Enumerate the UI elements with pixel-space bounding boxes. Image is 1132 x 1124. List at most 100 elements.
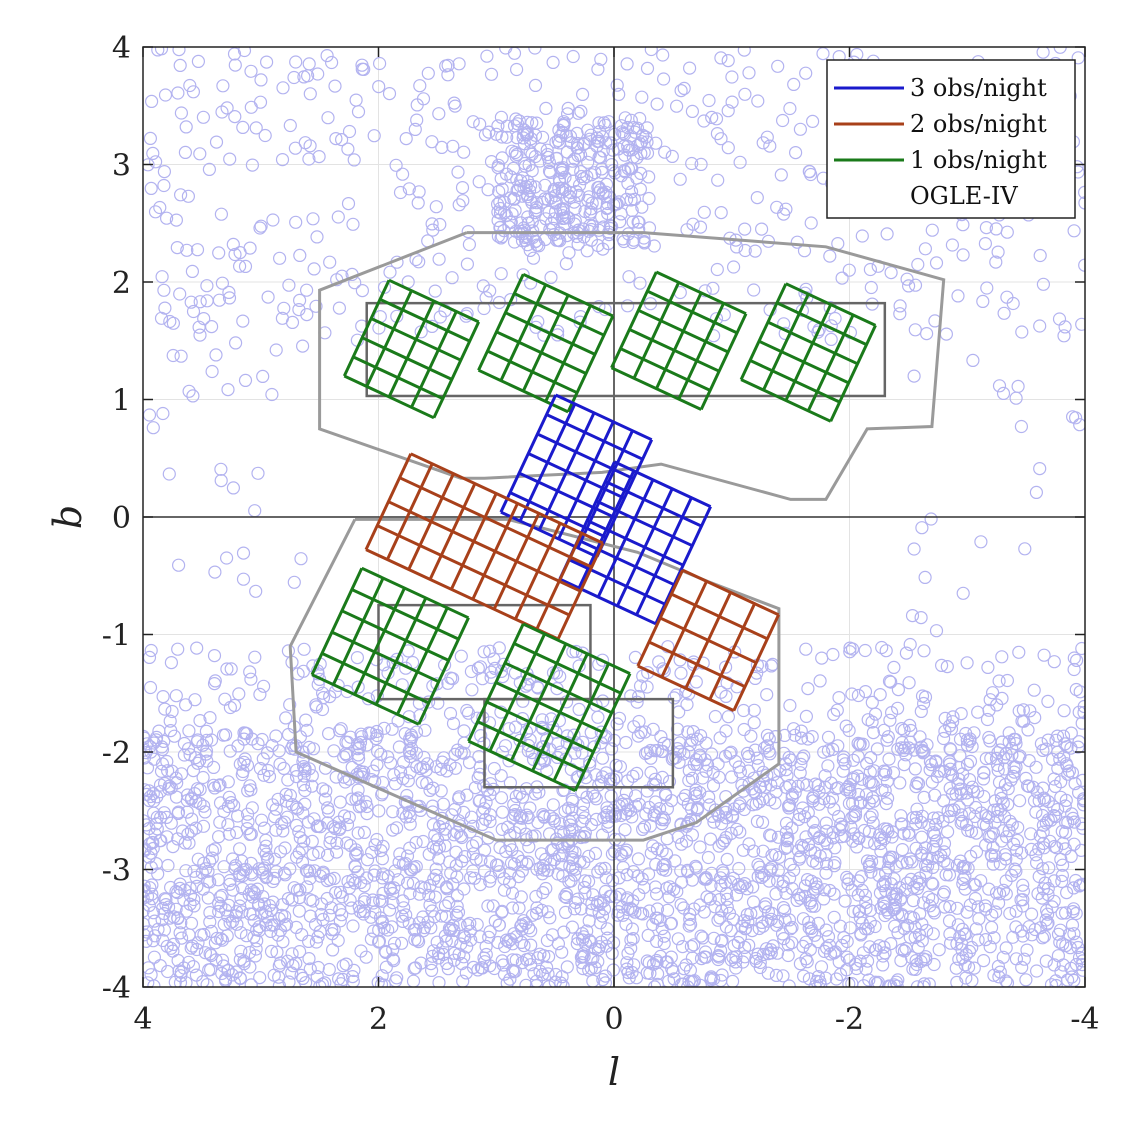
background-point <box>625 922 640 936</box>
background-point <box>265 738 279 753</box>
background-point <box>244 64 258 78</box>
background-point <box>175 931 189 945</box>
background-point <box>782 750 796 765</box>
background-point <box>943 762 957 776</box>
background-point <box>1045 900 1059 914</box>
background-point <box>908 762 922 776</box>
background-point <box>1075 946 1085 960</box>
background-point <box>203 854 217 869</box>
background-point <box>450 870 464 884</box>
background-point <box>441 68 455 82</box>
background-point <box>199 724 213 738</box>
background-point <box>187 892 201 907</box>
background-point <box>702 93 716 108</box>
background-point <box>648 744 662 758</box>
background-point <box>189 968 203 982</box>
background-point <box>217 804 231 819</box>
background-point <box>1071 51 1085 65</box>
background-point <box>689 861 703 875</box>
background-point <box>671 932 685 946</box>
background-point <box>582 963 596 977</box>
background-point <box>1077 792 1085 806</box>
background-point <box>197 799 211 813</box>
background-point <box>808 777 823 791</box>
background-point <box>1067 881 1081 895</box>
background-point <box>657 736 671 751</box>
background-point <box>403 841 417 855</box>
background-point <box>222 291 237 305</box>
background-point <box>159 810 174 825</box>
background-point <box>343 893 357 907</box>
background-point <box>143 961 155 975</box>
background-point <box>238 752 252 766</box>
background-point <box>893 893 908 907</box>
background-point <box>509 789 523 804</box>
background-point <box>259 847 273 861</box>
background-point <box>1053 935 1067 949</box>
background-point <box>1057 329 1071 343</box>
background-point <box>793 122 808 136</box>
background-point <box>370 728 384 743</box>
background-point <box>221 799 235 814</box>
background-point <box>754 866 768 880</box>
background-point <box>302 740 316 755</box>
background-point <box>200 279 214 293</box>
background-point <box>250 934 264 948</box>
background-point <box>612 87 626 102</box>
background-point <box>849 961 864 976</box>
background-point <box>1036 836 1051 851</box>
background-point <box>976 772 991 786</box>
background-point <box>378 944 392 958</box>
background-point <box>733 797 747 811</box>
background-point <box>332 301 346 315</box>
background-point <box>792 852 806 866</box>
background-point <box>877 832 892 846</box>
background-point <box>575 814 589 829</box>
background-point <box>1071 740 1085 754</box>
background-point <box>600 922 614 936</box>
background-point <box>155 913 169 927</box>
background-point <box>628 789 643 803</box>
background-point <box>660 881 674 895</box>
background-point <box>788 146 803 160</box>
background-point <box>846 772 860 787</box>
background-point <box>222 827 236 841</box>
background-point <box>685 771 700 785</box>
background-point <box>572 829 587 843</box>
background-point <box>724 923 738 938</box>
background-point <box>1077 798 1085 812</box>
background-point <box>715 933 729 947</box>
background-point <box>524 938 538 952</box>
background-point <box>371 975 385 987</box>
background-point <box>553 825 568 839</box>
background-point <box>1037 929 1052 944</box>
background-point <box>865 695 879 710</box>
background-point <box>640 61 655 76</box>
background-point <box>312 845 326 860</box>
background-point <box>203 915 217 929</box>
background-point <box>396 914 410 929</box>
background-point <box>1016 893 1030 907</box>
background-point <box>402 182 416 196</box>
background-point <box>157 906 171 921</box>
background-point <box>337 750 351 764</box>
background-point <box>408 122 422 136</box>
background-point <box>769 887 783 901</box>
background-point <box>520 667 534 681</box>
background-point <box>217 860 231 874</box>
background-point <box>174 188 188 202</box>
background-point <box>847 827 861 841</box>
background-point <box>367 129 381 143</box>
background-point <box>875 640 889 655</box>
background-point <box>958 958 972 972</box>
legend-label-ogle: OGLE-IV <box>910 182 1018 210</box>
background-point <box>327 744 341 758</box>
background-point <box>746 895 761 909</box>
background-point <box>831 781 845 795</box>
background-point <box>660 955 674 969</box>
background-point <box>946 710 960 724</box>
background-point <box>269 802 283 816</box>
background-point <box>688 786 702 801</box>
background-point <box>425 963 439 978</box>
